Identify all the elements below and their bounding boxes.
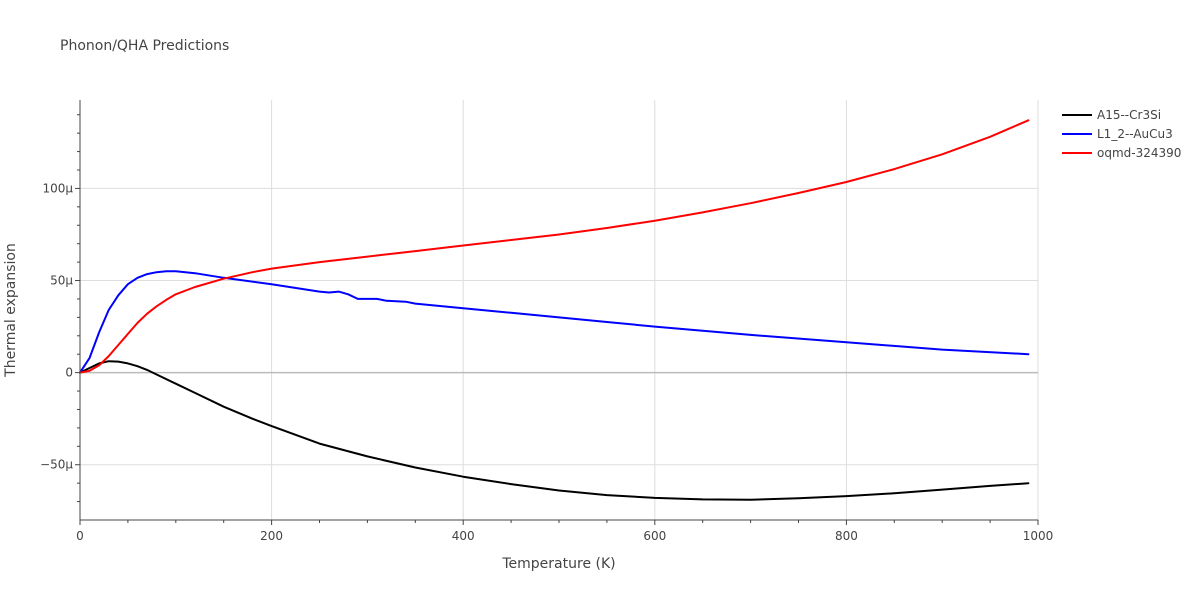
legend: A15--Cr3Si L1_2--AuCu3 oqmd-324390	[1062, 108, 1181, 160]
y-axis-title: Thermal expansion	[3, 243, 19, 378]
grid-layer	[80, 100, 1039, 520]
y-tick-label: 50µ	[50, 274, 73, 288]
legend-label: oqmd-324390	[1097, 146, 1181, 160]
x-tick-label: 1000	[1023, 529, 1054, 543]
x-tick-label: 200	[260, 529, 283, 543]
y-tick-label: 100µ	[42, 181, 73, 195]
x-tick-label: 0	[76, 529, 84, 543]
series-line-oqmd-324390	[79, 119, 1030, 374]
x-tick-label: 800	[835, 529, 858, 543]
legend-label: L1_2--AuCu3	[1097, 127, 1173, 141]
series-line-a15-cr3si	[79, 360, 1030, 501]
axes-layer: 0 200 400 600 800 1000 −50µ 0 50µ 100µ	[40, 100, 1053, 543]
legend-label: A15--Cr3Si	[1097, 108, 1161, 122]
x-tick-label: 600	[643, 529, 666, 543]
x-tick-label: 400	[452, 529, 475, 543]
chart-title: Phonon/QHA Predictions	[60, 38, 229, 54]
series-line-l1-2-aucu3	[79, 270, 1030, 374]
y-tick-label: −50µ	[40, 458, 73, 472]
y-tick-label: 0	[65, 366, 73, 380]
x-axis-title: Temperature (K)	[501, 556, 615, 572]
series-layer	[79, 119, 1030, 501]
